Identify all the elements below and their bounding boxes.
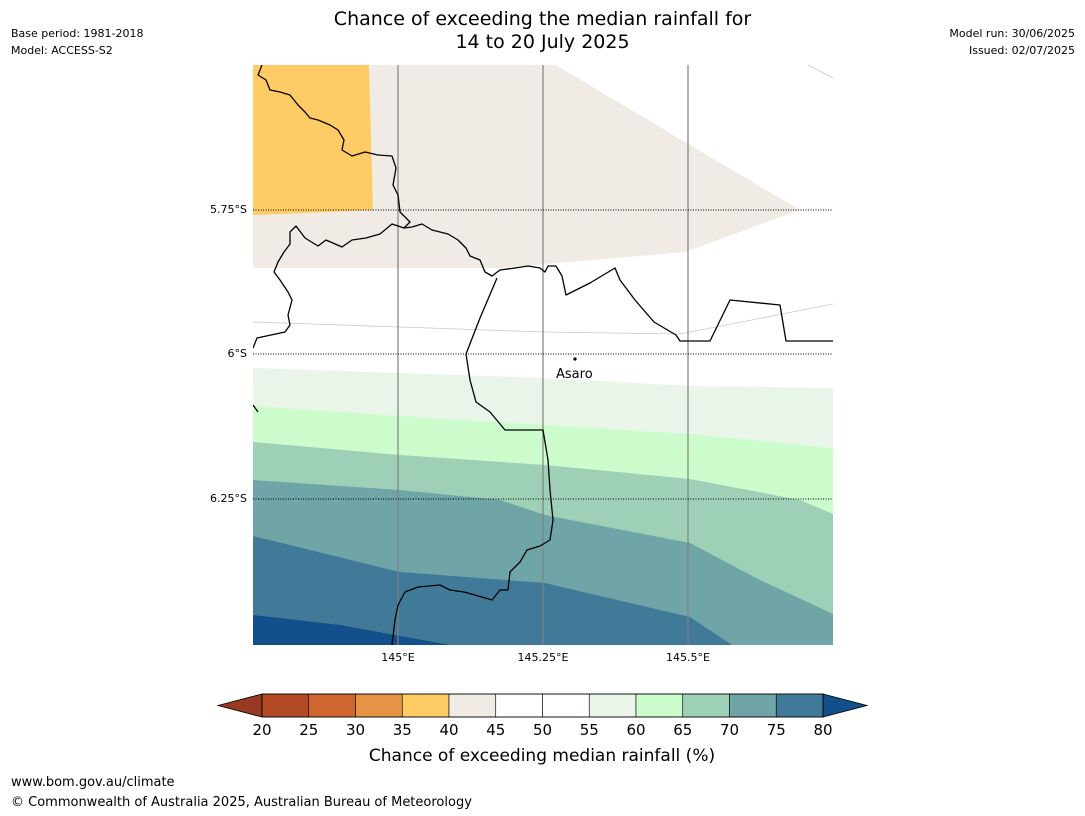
meta-left: Base period: 1981-2018 Model: ACCESS-S2 (11, 25, 143, 59)
lon-label-145-25: 145.25°E (518, 651, 569, 664)
colorbar-segment (495, 693, 543, 718)
region-35-40 (253, 65, 373, 215)
model-text: Model: ACCESS-S2 (11, 44, 113, 57)
issued-text: Issued: 02/07/2025 (968, 44, 1075, 57)
model-run-text: Model run: 30/06/2025 (949, 27, 1075, 40)
region-75-80 (253, 536, 732, 645)
boundary-lines (253, 65, 833, 645)
colorbar-under-arrow (216, 693, 263, 718)
colorbar-tick-label: 55 (580, 721, 599, 739)
lon-label-145-5: 145.5°E (666, 651, 710, 664)
asaro-label: Asaro (556, 367, 593, 382)
asaro-dot (573, 357, 577, 361)
parallel-lines (253, 209, 833, 500)
colorbar-tick-label: 80 (813, 721, 832, 739)
footer-copyright: © Commonwealth of Australia 2025, Austra… (11, 795, 472, 810)
lat-labels: 5.75°S 6°S 6.25°S (210, 203, 247, 505)
colorbar-tick-label: 35 (393, 721, 412, 739)
contour-lines (253, 65, 833, 335)
base-period-text: Base period: 1981-2018 (11, 27, 144, 40)
title-line-1: Chance of exceeding the median rainfall … (333, 8, 752, 30)
colorbar-outline (261, 693, 824, 718)
colorbar-over-arrow (822, 693, 869, 718)
colorbar-tick-label: 75 (767, 721, 786, 739)
colorbar-tick-label: 20 (252, 721, 271, 739)
colorbar-segment (729, 693, 777, 718)
colorbar-tick-label: 25 (299, 721, 318, 739)
meridian-lines (397, 65, 689, 645)
place-marker-asaro: Asaro (556, 357, 593, 382)
colorbar-segment (542, 693, 590, 718)
colorbar-segment (448, 693, 497, 718)
colorbar-tick-label: 65 (673, 721, 692, 739)
province-boundary-east (391, 277, 554, 645)
colorbar-tick-label: 40 (439, 721, 458, 739)
colorbar-segment (401, 693, 450, 718)
region-40-45 (253, 65, 800, 268)
map-panel: Asaro (253, 65, 833, 645)
colorbar-tick-label: 30 (346, 721, 365, 739)
footer-url: www.bom.gov.au/climate (11, 775, 175, 790)
colorbar-ticks: 20 25 30 35 40 45 50 55 60 65 70 75 80 (252, 721, 832, 739)
lon-labels: 145°E 145.25°E 145.5°E (381, 651, 710, 664)
colorbar-segments (261, 693, 824, 718)
province-boundary-inner (555, 265, 833, 342)
meta-right: Model run: 30/06/2025 Issued: 02/07/2025 (949, 25, 1075, 59)
colorbar-segment (682, 693, 730, 718)
colorbar-segment (588, 693, 637, 718)
colorbar-label: Chance of exceeding median rainfall (%) (369, 746, 715, 766)
title-line-2: 14 to 20 July 2025 (455, 31, 630, 53)
page-title: Chance of exceeding the median rainfall … (0, 8, 1085, 54)
province-boundary-north (257, 65, 556, 277)
colorbar-tick-label: 50 (533, 721, 552, 739)
lat-label-6: 6°S (228, 347, 247, 360)
colorbar: 20 25 30 35 40 45 50 55 60 65 70 75 80 Chance of exc… (216, 693, 869, 766)
boundary-west-fragment (253, 404, 259, 413)
province-boundary-west (253, 223, 405, 349)
lat-label-5-75: 5.75°S (210, 203, 247, 216)
colorbar-segment (261, 693, 310, 718)
colorbar-segment (355, 693, 403, 718)
colorbar-segment (635, 693, 684, 718)
colorbar-tick-label: 45 (486, 721, 505, 739)
colorbar-segment (775, 693, 824, 718)
region-above-80 (253, 615, 450, 645)
colorbar-tick-label: 70 (720, 721, 739, 739)
lat-label-6-25: 6.25°S (210, 492, 247, 505)
lon-label-145: 145°E (381, 651, 414, 664)
colorbar-tick-label: 60 (626, 721, 645, 739)
colorbar-segment (308, 693, 356, 718)
